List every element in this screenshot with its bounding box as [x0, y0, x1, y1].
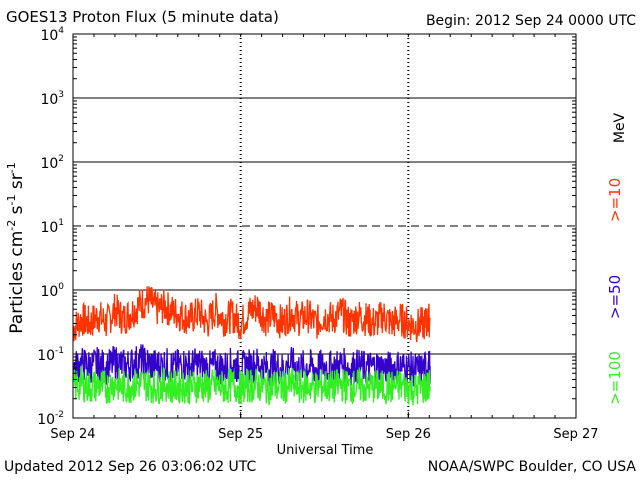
- updated-timestamp: Updated 2012 Sep 26 03:06:02 UTC: [4, 459, 257, 475]
- series-line: [72, 366, 431, 406]
- y-tick-label: 100: [40, 282, 64, 300]
- legend-label: >=10: [606, 178, 624, 222]
- x-tick-label: Sep 24: [50, 427, 95, 442]
- unit-label: MeV: [612, 112, 628, 143]
- credit-label: NOAA/SWPC Boulder, CO USA: [427, 459, 636, 475]
- y-tick-label: 104: [40, 26, 64, 44]
- series-line: [72, 286, 431, 343]
- chart-title: GOES13 Proton Flux (5 minute data): [6, 8, 279, 26]
- x-tick-label: Sep 27: [553, 427, 598, 442]
- legend-label: >=50: [606, 275, 624, 319]
- y-tick-label: 101: [40, 218, 64, 236]
- y-tick-label: 103: [40, 90, 64, 108]
- x-tick-label: Sep 26: [386, 427, 431, 442]
- begin-time-label: Begin: 2012 Sep 24 0000 UTC: [425, 13, 636, 29]
- x-axis-title: Universal Time: [277, 443, 374, 458]
- y-axis-title: Particles cm-2 s-1 sr-1: [5, 162, 27, 333]
- y-tick-label: 102: [40, 154, 64, 172]
- x-tick-label: Sep 25: [218, 427, 263, 442]
- y-tick-label: 10-1: [37, 346, 64, 364]
- series-line: [72, 344, 431, 387]
- legend-label: >=100: [606, 351, 624, 405]
- y-tick-label: 10-2: [37, 410, 64, 428]
